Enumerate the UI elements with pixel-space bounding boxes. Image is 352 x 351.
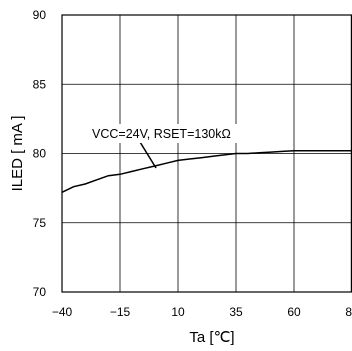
y-tick-label-0: 70 xyxy=(33,285,47,299)
x-tick-label-3: 35 xyxy=(229,305,243,319)
x-axis-label: Ta [℃] xyxy=(189,329,234,346)
annotation-text: VCC=24V, RSET=130kΩ xyxy=(92,127,231,141)
y-tick-label-1: 75 xyxy=(33,216,47,230)
x-tick-labels: −40 −15 10 35 60 85 xyxy=(52,305,352,319)
y-axis-label: ILED [ mA ] xyxy=(9,116,26,192)
y-tick-label-4: 90 xyxy=(33,8,47,22)
y-tick-labels: 70 75 80 85 90 xyxy=(33,8,47,299)
annotation-leader xyxy=(140,142,156,168)
y-tick-label-2: 80 xyxy=(33,147,47,161)
y-tick-label-3: 85 xyxy=(33,77,47,91)
x-tick-label-2: 10 xyxy=(171,305,185,319)
x-tick-label-4: 60 xyxy=(287,305,301,319)
x-tick-label-1: −15 xyxy=(110,305,131,319)
x-tick-label-5: 85 xyxy=(345,305,352,319)
series-line xyxy=(62,151,352,193)
x-tick-label-0: −40 xyxy=(52,305,73,319)
grid xyxy=(62,15,352,292)
